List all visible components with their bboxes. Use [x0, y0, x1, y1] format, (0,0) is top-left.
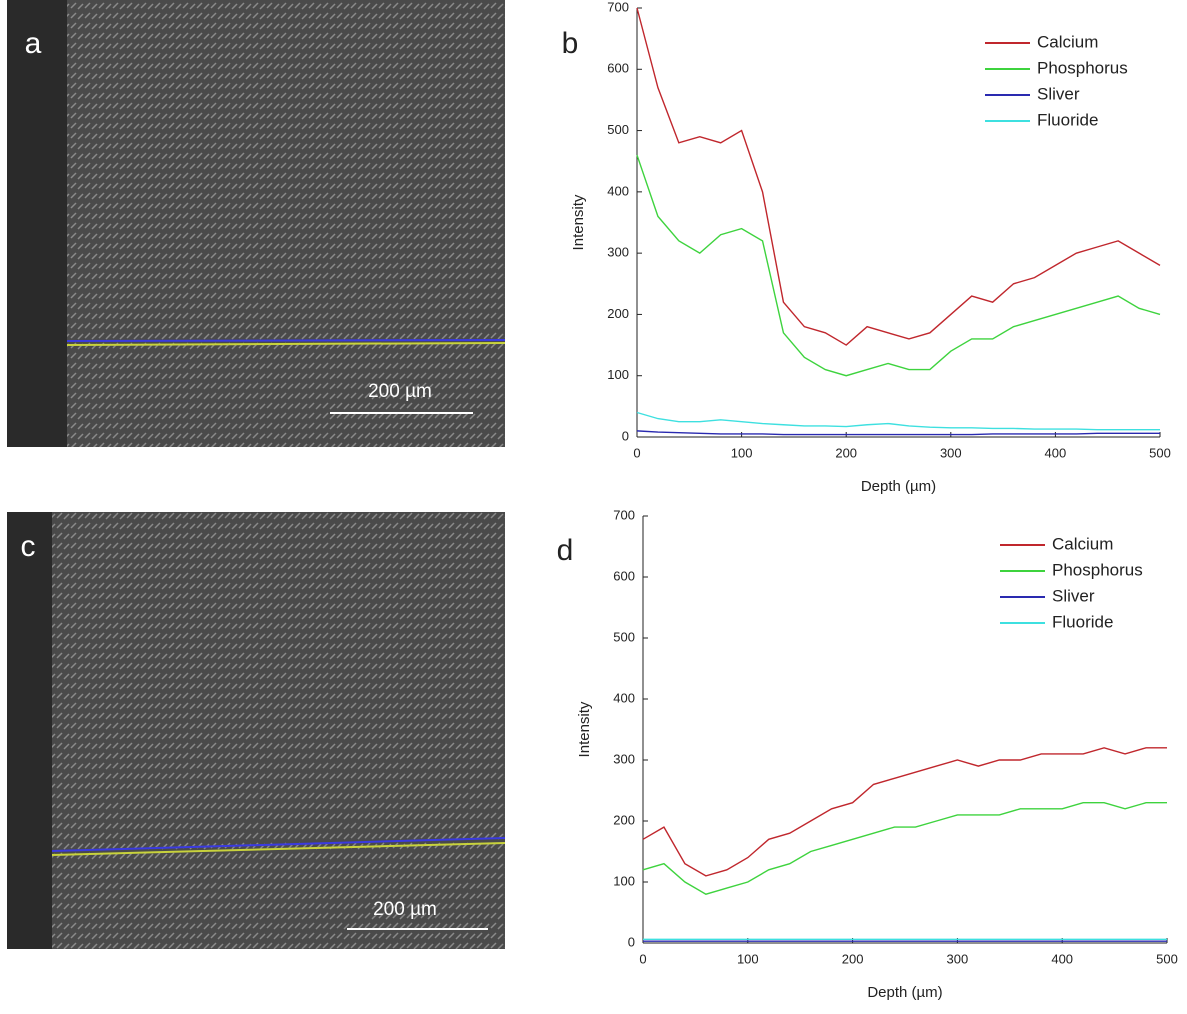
y-tick-label: 0	[622, 428, 629, 443]
sem-image-c: 200 µm c	[7, 512, 506, 949]
legend-label: Phosphorus	[1052, 560, 1143, 579]
y-tick-label: 600	[607, 61, 629, 76]
x-tick-label: 200	[835, 445, 857, 460]
y-tick-label: 300	[613, 751, 635, 766]
x-tick-label: 400	[1051, 951, 1073, 966]
y-tick-label: 200	[607, 306, 629, 321]
x-tick-label: 300	[940, 445, 962, 460]
y-tick-label: 100	[613, 873, 635, 888]
x-axis-title: Depth (µm)	[861, 478, 936, 495]
data-line	[636, 411, 1160, 431]
panel-label: d	[557, 534, 574, 567]
x-tick-label: 100	[737, 951, 759, 966]
y-tick-label: 400	[607, 183, 629, 198]
legend-label: Calcium	[1052, 534, 1113, 553]
y-tick-label: 0	[628, 934, 635, 949]
x-tick-label: 200	[842, 951, 864, 966]
scale-bar-label: 200 µm	[368, 381, 432, 402]
y-tick-label: 500	[607, 122, 629, 137]
x-tick-label: 500	[1156, 951, 1178, 966]
y-tick-label: 500	[613, 629, 635, 644]
legend-label: Calcium	[1037, 32, 1098, 51]
legend-label: Fluoride	[1052, 612, 1113, 631]
data-line	[636, 430, 1160, 436]
y-tick-label: 600	[613, 568, 635, 583]
data-line	[642, 802, 1167, 895]
x-tick-label: 0	[639, 951, 646, 966]
y-tick-label: 100	[607, 367, 629, 382]
sem-image-a: 200 µm a	[7, 0, 506, 447]
y-tick-label: 200	[613, 812, 635, 827]
y-tick-label: 700	[613, 507, 635, 522]
data-line	[636, 7, 1161, 346]
legend-label: Sliver	[1052, 586, 1095, 605]
legend-label: Phosphorus	[1037, 58, 1128, 77]
y-tick-label: 300	[607, 245, 629, 260]
panel-label: b	[562, 27, 579, 60]
x-tick-label: 0	[633, 445, 640, 460]
panel-label: c	[21, 530, 36, 563]
y-axis-title: Intensity	[576, 701, 593, 757]
legend-label: Fluoride	[1037, 110, 1098, 129]
line-chart: 0 100 200 300 400 500 600 700 0 100 200 300 400 500 De…	[557, 507, 1178, 1001]
legend-label: Sliver	[1037, 84, 1080, 103]
data-line	[642, 747, 1167, 877]
y-axis-title: Intensity	[570, 194, 587, 250]
y-tick-label: 700	[607, 0, 629, 14]
x-tick-label: 500	[1149, 445, 1171, 460]
x-tick-label: 300	[947, 951, 969, 966]
scale-bar-label: 200 µm	[373, 899, 437, 920]
x-tick-label: 100	[731, 445, 753, 460]
line-chart: 0 100 200 300 400 500 600 700 0 100 200 300 400 500 De…	[562, 0, 1171, 495]
y-tick-label: 400	[613, 690, 635, 705]
x-tick-label: 400	[1045, 445, 1067, 460]
x-axis-title: Depth (µm)	[867, 984, 942, 1001]
panel-label: a	[25, 27, 42, 60]
data-line	[636, 154, 1161, 377]
